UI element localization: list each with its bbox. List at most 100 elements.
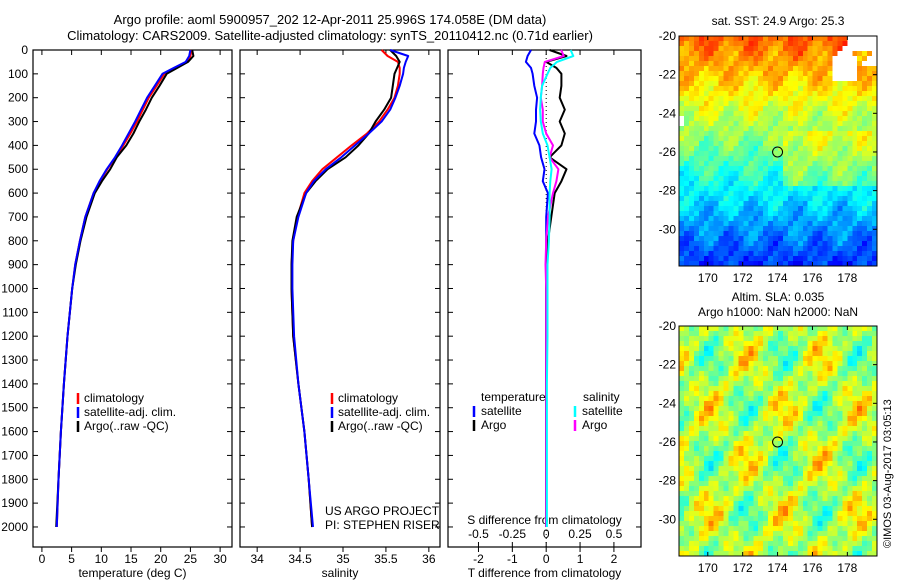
x-tick-label: 20 (154, 552, 168, 566)
y-tick-label: -26 (659, 145, 677, 159)
x-tick-label: 174 (768, 271, 788, 285)
x-tick-label: 176 (802, 561, 822, 575)
x-tick-label: 30 (213, 552, 227, 566)
y-tick-label: 400 (8, 138, 28, 152)
sst-map-image (679, 36, 877, 266)
x2-tick-label: 0.5 (606, 527, 623, 541)
y-tick-label: 1200 (1, 329, 28, 343)
x-tick-label: 170 (698, 271, 718, 285)
sla-map-image (679, 326, 877, 556)
sla-map-axes: 170 172 174 176 178 -20 -22 -24 -26 -28 -30 Altim. … (659, 290, 878, 575)
map-frame (678, 35, 878, 267)
x2-tick-label: -0.25 (499, 527, 527, 541)
credit-text: ©IMOS 03-Aug-2017 03:05:13 (882, 399, 894, 548)
y-tick-label: 900 (8, 258, 28, 272)
argo-location-marker (772, 146, 784, 158)
x-tick-label: 2 (611, 552, 618, 566)
sst-map-axes: 170 172 174 176 178 -20 -22 -24 -26 -28 -30 sat. SS… (659, 14, 878, 285)
y-tick-label: 2000 (1, 520, 28, 534)
series-line-salinity-argo (539, 49, 565, 527)
legend-label: Argo(..raw -QC) (338, 419, 423, 433)
x-axis-label: salinity (322, 566, 359, 580)
panel-temperature: 0100200300400500600700800900100011001200… (1, 43, 233, 580)
x2-tick-label: 0.25 (568, 527, 592, 541)
y-tick-label: 1800 (1, 472, 28, 486)
x-tick-label: 178 (837, 271, 857, 285)
figure-title-line2: Climatology: CARS2009. Satellite-adjuste… (67, 28, 593, 43)
legend-label: climatology (338, 391, 398, 405)
y-tick-label: 1300 (1, 353, 28, 367)
y-tick-label: -26 (659, 435, 677, 449)
y-tick-label: -24 (659, 106, 677, 120)
legend-label: satellite (481, 404, 522, 418)
x-tick-label: 174 (768, 561, 788, 575)
x-tick-label: 5 (68, 552, 75, 566)
y-tick-label: 200 (8, 91, 28, 105)
panel-difference: -2 -1 0 1 2T difference from climatology -0.5… (447, 49, 642, 580)
y-tick-label: -24 (659, 396, 677, 410)
x-tick-label: 0 (39, 552, 46, 566)
x-axis-label: T difference from climatology (468, 566, 622, 580)
legend-header: temperature (481, 390, 546, 404)
legend-label: Argo(..raw -QC) (84, 419, 169, 433)
y-tick-label: 0 (21, 43, 28, 57)
x2-axis-label: S difference from climatology (467, 513, 622, 527)
x-tick-label: 170 (698, 561, 718, 575)
legend-label: Argo (481, 418, 507, 432)
x-axis-label: temperature (deg C) (78, 566, 186, 580)
x-tick-label: 176 (802, 271, 822, 285)
y-tick-label: 1500 (1, 401, 28, 415)
x-tick-label: 0 (543, 552, 550, 566)
series-line-satellite-adj-clim- (55, 49, 192, 528)
x-tick-label: -2 (473, 552, 484, 566)
x-tick-label: 25 (184, 552, 198, 566)
y-tick-label: -28 (659, 184, 677, 198)
legend-label: satellite-adj. clim. (84, 405, 176, 419)
y-tick-label: 600 (8, 186, 28, 200)
y-tick-label: -28 (659, 474, 677, 488)
x-tick-label: 36 (422, 552, 436, 566)
legend-header: salinity (583, 390, 620, 404)
x-tick-label: 34 (250, 552, 264, 566)
legend-label: satellite-adj. clim. (338, 405, 430, 419)
y-tick-label: 500 (8, 162, 28, 176)
pi-label: PI: STEPHEN RISER (325, 518, 440, 532)
y-tick-label: 800 (8, 234, 28, 248)
y-tick-label: 1100 (2, 305, 28, 319)
y-tick-label: -22 (659, 68, 677, 82)
plot-frame (447, 49, 642, 548)
y-tick-label: -22 (659, 358, 677, 372)
legend-label: climatology (84, 391, 144, 405)
x-tick-label: -1 (507, 552, 518, 566)
x-tick-label: 178 (837, 561, 857, 575)
y-tick-label: -20 (659, 29, 677, 43)
y-tick-label: 300 (8, 115, 28, 129)
y-tick-label: -30 (659, 512, 677, 526)
legend-label: Argo (582, 418, 608, 432)
x-tick-label: 172 (733, 561, 753, 575)
x-tick-label: 1 (577, 552, 584, 566)
x-tick-label: 172 (733, 271, 753, 285)
plot-frame (239, 49, 441, 548)
series-line-salinity-satellite (539, 49, 575, 527)
x-tick-label: 35.5 (374, 552, 398, 566)
argo-location-marker (772, 436, 784, 448)
y-tick-label: -20 (659, 319, 677, 333)
project-label: US ARGO PROJECT (325, 504, 440, 518)
y-tick-label: 700 (8, 210, 28, 224)
panel-salinity: 34 34.5 35 35.5 36 salinity climatologysatelli… (239, 49, 441, 580)
map-subtitle: Argo h1000: NaN h2000: NaN (698, 305, 858, 319)
y-tick-label: 1700 (1, 448, 28, 462)
series-line-satellite-adj-clim- (291, 49, 410, 528)
y-tick-label: 1600 (1, 425, 28, 439)
plot-frame (32, 49, 233, 548)
x-tick-label: 35 (336, 552, 350, 566)
x-tick-label: 34.5 (288, 552, 312, 566)
y-tick-label: 1900 (1, 496, 28, 510)
map-frame (678, 325, 878, 557)
y-tick-label: 1400 (1, 377, 28, 391)
y-tick-label: 1000 (1, 281, 28, 295)
y-tick-label: 100 (8, 67, 28, 81)
